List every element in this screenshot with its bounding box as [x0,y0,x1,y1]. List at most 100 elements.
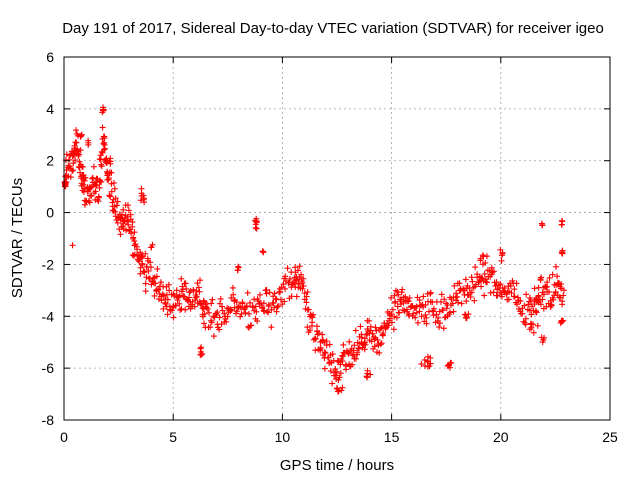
data-point [528,311,535,318]
data-point [217,295,224,302]
data-point [446,361,453,368]
data-point [260,300,267,307]
data-point [67,174,74,181]
data-point [346,338,353,345]
data-point [162,300,169,307]
data-point [248,322,255,329]
data-point [336,374,343,381]
data-point [481,270,488,277]
chart-title: Day 191 of 2017, Sidereal Day-to-day VTE… [62,20,604,37]
data-point [406,295,413,302]
data-point [158,297,165,304]
data-point [166,287,173,294]
data-point [66,156,73,163]
data-point [415,319,422,326]
data-point [196,288,203,295]
data-point [178,275,185,282]
y-tick-label: 2 [46,153,54,169]
x-tick-label: 25 [602,429,618,445]
data-point [111,185,118,192]
data-point [216,314,223,321]
data-point [107,193,114,200]
data-point [114,198,121,205]
data-point [260,307,267,314]
data-point [430,312,437,319]
data-point [80,181,87,188]
data-point [557,319,564,326]
data-point [263,286,270,293]
data-point [142,250,149,257]
data-point [538,274,545,281]
data-point [339,357,346,364]
data-point [394,303,401,310]
grid-lines [64,57,610,420]
data-point [285,279,292,286]
data-point [453,290,460,297]
data-point [490,268,497,275]
x-tick-label: 10 [275,429,291,445]
data-point [153,273,160,280]
data-point [558,318,565,325]
data-point [422,301,429,308]
data-point [191,303,198,310]
data-point [294,267,301,274]
data-point [132,241,139,248]
data-point [107,160,114,167]
data-point [484,279,491,286]
data-point [449,300,456,307]
data-point [79,163,86,170]
data-point [313,323,320,330]
data-point [550,296,557,303]
data-point [416,297,423,304]
data-point [405,298,412,305]
data-point [174,297,181,304]
x-tick-label: 5 [169,429,177,445]
data-point [505,296,512,303]
data-point [456,280,463,287]
data-point [200,320,207,327]
data-point [98,178,105,185]
data-point [388,294,395,301]
data-point [443,305,450,312]
data-point [427,354,434,361]
data-point [253,225,260,232]
data-point [176,300,183,307]
data-point [312,335,319,342]
data-point [193,288,200,295]
data-point [93,182,100,189]
data-point [198,344,205,351]
data-point [399,286,406,293]
y-tick-label: 6 [46,49,54,65]
data-point [376,349,383,356]
data-point [140,192,147,199]
data-point [533,309,540,316]
data-point [526,326,533,333]
data-point [142,280,149,287]
data-point [317,347,324,354]
data-point [131,229,138,236]
data-point [242,309,249,316]
data-point [177,307,184,314]
data-point [129,219,136,226]
data-point [201,310,208,317]
data-point [511,293,518,300]
data-point [282,285,289,292]
data-point [463,298,470,305]
data-point [393,314,400,321]
axis-ticks [63,56,611,421]
data-point [312,336,319,343]
data-point [527,320,534,327]
data-point [143,274,150,281]
data-point [253,308,260,315]
data-point [70,160,77,167]
data-point [537,277,544,284]
data-point [337,361,344,368]
data-point [388,311,395,318]
data-point [471,297,478,304]
data-point [198,301,205,308]
data-point [535,284,542,291]
data-point [450,308,457,315]
data-point [498,293,505,300]
data-point [423,314,430,321]
data-point [364,367,371,374]
